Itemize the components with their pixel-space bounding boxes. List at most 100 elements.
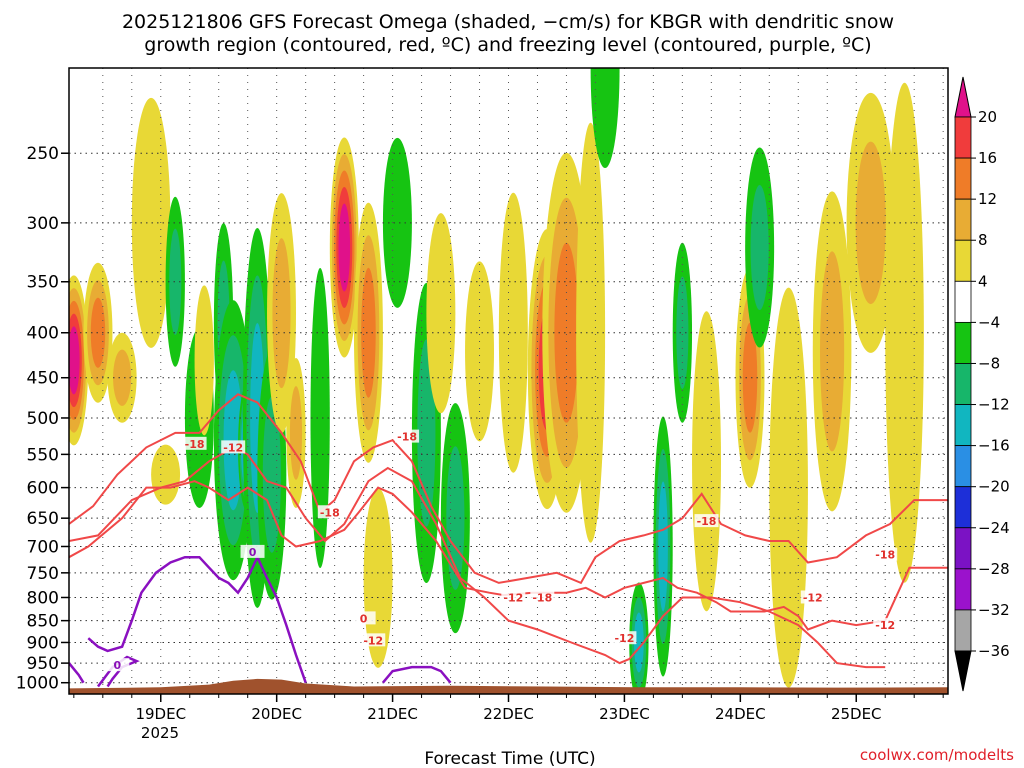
colorbar-swatch-4 (954, 239, 972, 282)
colorbar-swatch-10 (954, 486, 972, 529)
colorbar-label-13: −36 (978, 642, 1010, 660)
contour-label-5: 0 (360, 612, 368, 625)
colorbar-label-9: −20 (978, 478, 1010, 496)
omega-level-0-4 (69, 326, 80, 395)
omega-cell-14 (286, 357, 306, 508)
plot-area: -18 -12 -18 -18 0 0 -12 -12 -18 -18 -12 -12 -18 -12 0 (69, 68, 948, 694)
contour-label-11: -12 (803, 591, 823, 604)
contour-label-4: 0 (249, 546, 257, 559)
omega-level-37-1 (855, 141, 886, 305)
omega-cell-31 (672, 242, 693, 423)
y-tick-label-250: 250 (27, 144, 59, 164)
colorbar-label-1: 16 (978, 149, 997, 167)
colorbar-label-8: −16 (978, 437, 1010, 455)
omega-cell-37 (846, 92, 895, 353)
omega-level-24-0 (498, 192, 528, 473)
x-tick-label-1: 20DEC (251, 705, 302, 723)
contour-label-bg-4 (240, 544, 265, 558)
colorbar-label-7: −12 (978, 396, 1010, 414)
omega-cell-19 (382, 137, 412, 308)
x-tick-label-0: 19DEC (135, 705, 186, 723)
omega-cell-21 (426, 213, 456, 414)
contour-label-bg-12 (873, 547, 898, 561)
contour-label-8: -18 (532, 591, 552, 604)
contour-label-bg-3 (317, 505, 342, 519)
contour-label-bg-5 (351, 611, 376, 625)
y-tick-label-800: 800 (27, 588, 59, 608)
freezing-contour-0-east (381, 665, 452, 684)
colorbar-label-12: −32 (978, 601, 1010, 619)
omega-cell-0 (69, 275, 89, 446)
y-axis: 2503003504004505005506006507007508008509… (16, 144, 69, 694)
contour-label-bg-11 (800, 590, 825, 604)
colorbar-top-triangle (954, 76, 972, 118)
contour-label-bg-0 (182, 436, 207, 450)
contour-labels: -18 -12 -18 -18 0 0 -12 -12 -18 -18 -12 -12 -18 -12 0 (105, 429, 898, 672)
colorbar-swatch-9 (954, 445, 972, 488)
contour-label-bg-8 (530, 590, 555, 604)
omega-level-33-2 (742, 322, 758, 433)
colorbar-swatch-8 (954, 404, 972, 447)
y-tick-label-850: 850 (27, 612, 59, 632)
x-tick-label-6: 25DEC (831, 705, 882, 723)
omega-level-34-1 (750, 185, 769, 311)
y-tick-label-300: 300 (27, 214, 59, 234)
omega-cell-16 (329, 137, 359, 358)
contour-label-7: -12 (503, 591, 523, 604)
omega-cell-23 (465, 261, 495, 442)
contour-label-bg-1 (221, 440, 246, 454)
omega-level-21-0 (426, 213, 456, 414)
contour-label-0: -18 (185, 438, 205, 451)
omega-level-35-0 (769, 287, 808, 688)
colorbar-label-4: 4 (978, 272, 988, 290)
colorbar-swatch-6 (954, 321, 972, 364)
omega-cell-13 (267, 193, 296, 434)
colorbar-label-6: −8 (978, 354, 1000, 372)
x-tick-label-3: 22DEC (483, 705, 534, 723)
omega-level-16-4 (338, 203, 351, 292)
colorbar-swatch-12 (954, 568, 972, 611)
contour-label-3: -18 (320, 506, 340, 519)
omega-level-12-1 (262, 396, 281, 553)
omega-level-38-0 (885, 82, 924, 583)
colorbar-swatch-11 (954, 527, 972, 570)
contour-label-10: -12 (614, 632, 634, 645)
colorbar-label-0: 20 (978, 108, 997, 126)
omega-cell-3 (131, 97, 171, 348)
y-tick-label-900: 900 (27, 633, 59, 653)
contour-label-bg-9 (694, 514, 719, 528)
omega-level-29-2 (634, 612, 644, 673)
x-axis-year-label: 2025 (141, 724, 179, 742)
contour-label-bg-14 (105, 658, 130, 672)
colorbar-label-10: −24 (978, 519, 1010, 537)
omega-level-5-1 (169, 228, 182, 335)
freezing-level-contours (69, 554, 452, 688)
y-tick-label-950: 950 (27, 654, 59, 674)
colorbar-label-5: −4 (978, 313, 1000, 331)
freezing-contour-0-sw (69, 662, 85, 684)
contour-label-12: -18 (875, 549, 895, 562)
colorbar-swatch-1 (954, 116, 972, 159)
dgz-contour--12 (69, 480, 948, 631)
contour-label-bg-7 (501, 590, 526, 604)
y-tick-label-750: 750 (27, 564, 59, 584)
omega-level-26-2 (554, 242, 579, 423)
watermark: coolwx.com/modelts (860, 746, 1014, 764)
omega-level-4-0 (151, 444, 181, 505)
y-tick-label-1000: 1000 (16, 674, 59, 694)
omega-level-32-0 (692, 311, 722, 612)
omega-cell-28 (590, 68, 620, 168)
colorbar-bottom-triangle (954, 650, 972, 692)
omega-cell-29 (629, 582, 649, 694)
freezing-contour-0-west (87, 554, 307, 684)
y-tick-label-400: 400 (27, 324, 59, 344)
y-tick-label-350: 350 (27, 273, 59, 293)
omega-level-9-2 (223, 370, 243, 511)
contour-label-9: -18 (697, 515, 717, 528)
contour-label-bg-2 (395, 429, 420, 443)
contour-label-14: 0 (113, 659, 121, 672)
y-tick-label-550: 550 (27, 445, 59, 465)
omega-cell-17 (353, 202, 383, 463)
terrain-surface (69, 678, 948, 694)
